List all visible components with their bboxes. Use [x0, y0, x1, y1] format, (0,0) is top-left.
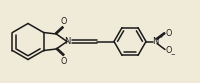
Text: O: O — [166, 45, 172, 55]
Text: +: + — [158, 34, 162, 39]
Text: N: N — [152, 37, 158, 46]
Text: O: O — [61, 57, 67, 66]
Text: O: O — [166, 28, 172, 38]
Text: N: N — [64, 37, 70, 46]
Text: −: − — [170, 51, 175, 57]
Text: O: O — [61, 17, 67, 26]
